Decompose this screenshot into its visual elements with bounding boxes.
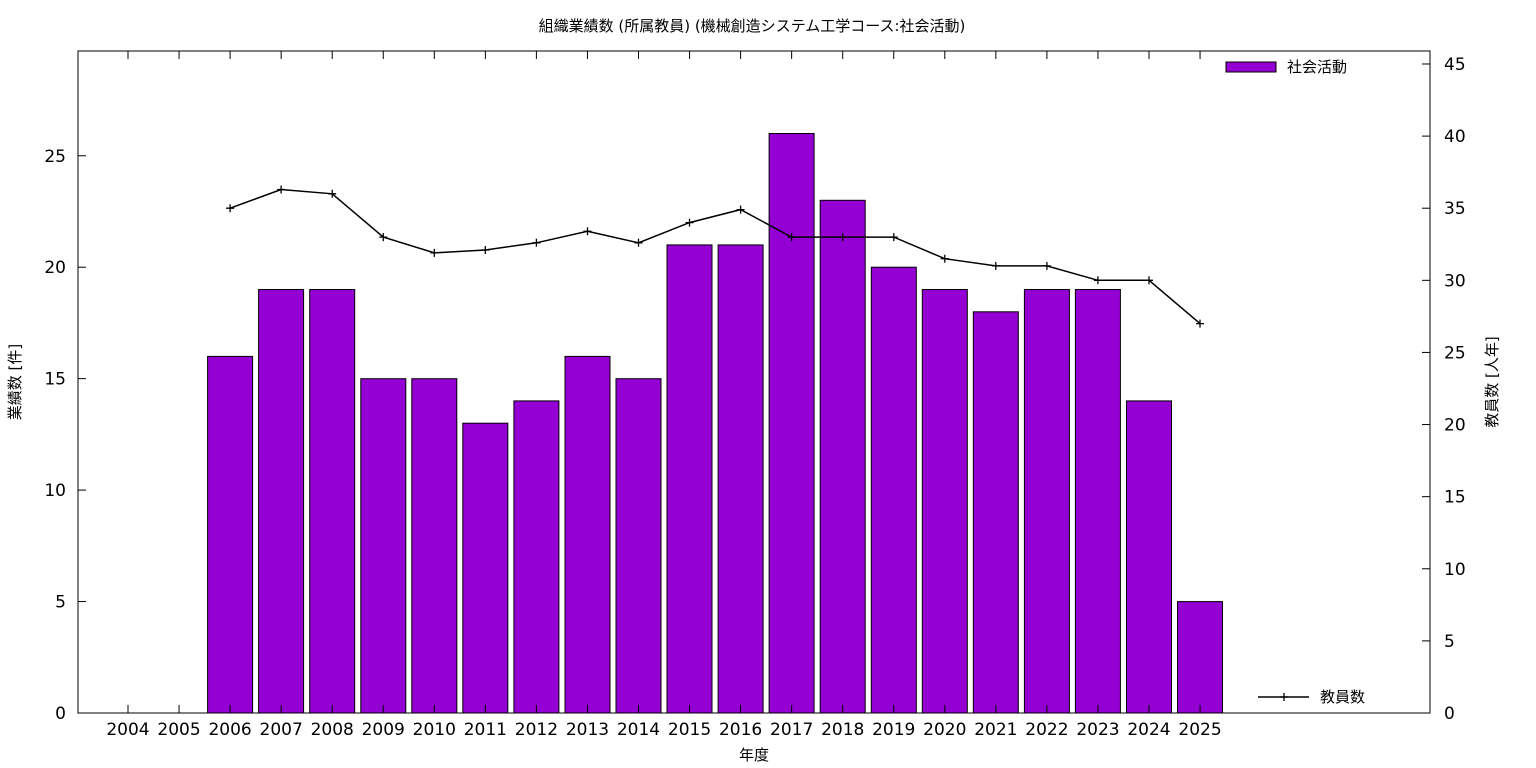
line-point-2017: [787, 233, 796, 242]
y-tick-label: 20: [44, 258, 66, 278]
bar-2008: [309, 289, 356, 714]
bar-2014: [615, 378, 662, 714]
line-point-2008: [328, 189, 337, 198]
bar-2021: [972, 311, 1019, 714]
line-point-2018: [838, 233, 847, 242]
y2-tick-label: 25: [1444, 343, 1466, 363]
x-tick-label: 2022: [1025, 720, 1068, 740]
bar-2013: [564, 355, 611, 714]
line-point-2011: [481, 246, 490, 254]
x-tick-label: 2024: [1127, 720, 1170, 740]
x-tick-label: 2023: [1076, 720, 1119, 740]
y-tick-label: 0: [55, 704, 66, 724]
line-point-2019: [889, 233, 898, 242]
bar-2007: [258, 289, 305, 714]
line-point-2015: [685, 218, 694, 227]
x-tick-label: 2025: [1178, 720, 1221, 740]
x-tick-label: 2017: [770, 720, 813, 740]
x-tick-label: 2004: [106, 720, 149, 740]
x-tick-label: 2021: [974, 720, 1017, 740]
bar-2012: [513, 400, 560, 714]
y2-tick-label: 0: [1444, 704, 1455, 724]
x-tick-label: 2008: [311, 720, 354, 740]
x-tick-label: 2020: [923, 720, 966, 740]
line-point-2016: [736, 205, 745, 214]
y2-tick-label: 30: [1444, 271, 1466, 291]
bar-2019: [870, 266, 917, 714]
faculty-count-line: [229, 188, 1201, 325]
bar-2023: [1074, 289, 1121, 714]
y-axis-label: 業績数 [件]: [6, 344, 24, 420]
line-point-2013: [583, 227, 592, 236]
x-tick-label: 2012: [515, 720, 558, 740]
y2-tick-label: 45: [1444, 55, 1466, 75]
bar-2017: [768, 133, 815, 714]
line-point-2022: [1042, 261, 1051, 270]
line-point-2024: [1145, 276, 1153, 285]
y-tick-label: 5: [55, 593, 66, 613]
y2-axis-label: 教員数 [人年]: [1483, 336, 1501, 427]
x-tick-label: 2009: [362, 720, 405, 740]
line-point-2007: [277, 185, 286, 194]
y2-tick-label: 20: [1444, 416, 1466, 436]
line-point-2006: [226, 204, 235, 213]
line-point-2014: [634, 238, 643, 247]
x-tick-label: 2011: [464, 720, 507, 740]
legend-label-line: 教員数: [1320, 688, 1365, 706]
legend-swatch-bars: [1225, 61, 1277, 73]
bar-2006: [207, 355, 254, 714]
line-point-2012: [532, 238, 541, 247]
x-tick-label: 2018: [821, 720, 864, 740]
line-layer: [226, 185, 1205, 328]
y2-tick-label: 15: [1444, 488, 1466, 508]
x-tick-label: 2006: [208, 720, 251, 740]
x-tick-label: 2010: [413, 720, 456, 740]
bar-2009: [360, 378, 407, 714]
plot-frame: [77, 50, 1431, 714]
y2-tick-label: 40: [1444, 127, 1466, 147]
x-tick-label: 2007: [260, 720, 303, 740]
legend-label-bars: 社会活動: [1287, 58, 1347, 76]
bar-2010: [411, 378, 458, 714]
y2-tick-label: 35: [1444, 199, 1466, 219]
bars-layer: [207, 133, 1223, 714]
x-tick-label: 2014: [617, 720, 660, 740]
x-tick-label: 2016: [719, 720, 762, 740]
chart-title: 組織業績数 (所属教員) (機械創造システム工学コース:社会活動): [539, 17, 966, 35]
bar-2022: [1023, 289, 1070, 714]
line-point-2025: [1196, 319, 1205, 328]
bar-2018: [819, 199, 866, 714]
y2-tick-label: 10: [1444, 560, 1466, 580]
x-tick-label: 2013: [566, 720, 609, 740]
line-point-2009: [379, 233, 388, 242]
y-tick-label: 25: [44, 147, 66, 167]
x-tick-label: 2015: [668, 720, 711, 740]
y2-tick-label: 5: [1444, 632, 1455, 652]
line-point-2020: [940, 254, 949, 263]
x-axis-label: 年度: [739, 746, 769, 764]
legend-marker-line: [1280, 693, 1288, 701]
y-tick-label: 10: [44, 481, 66, 501]
line-point-2010: [430, 248, 439, 257]
bar-2016: [717, 244, 764, 714]
line-point-2021: [991, 261, 1000, 270]
line-point-2023: [1093, 276, 1102, 285]
bar-2020: [921, 289, 968, 714]
bar-2015: [666, 244, 713, 714]
x-tick-label: 2019: [872, 720, 915, 740]
bar-2011: [462, 422, 509, 714]
bar-2024: [1126, 400, 1172, 714]
y-tick-label: 15: [44, 370, 66, 390]
x-tick-label: 2005: [157, 720, 200, 740]
bar-2025: [1177, 601, 1223, 714]
